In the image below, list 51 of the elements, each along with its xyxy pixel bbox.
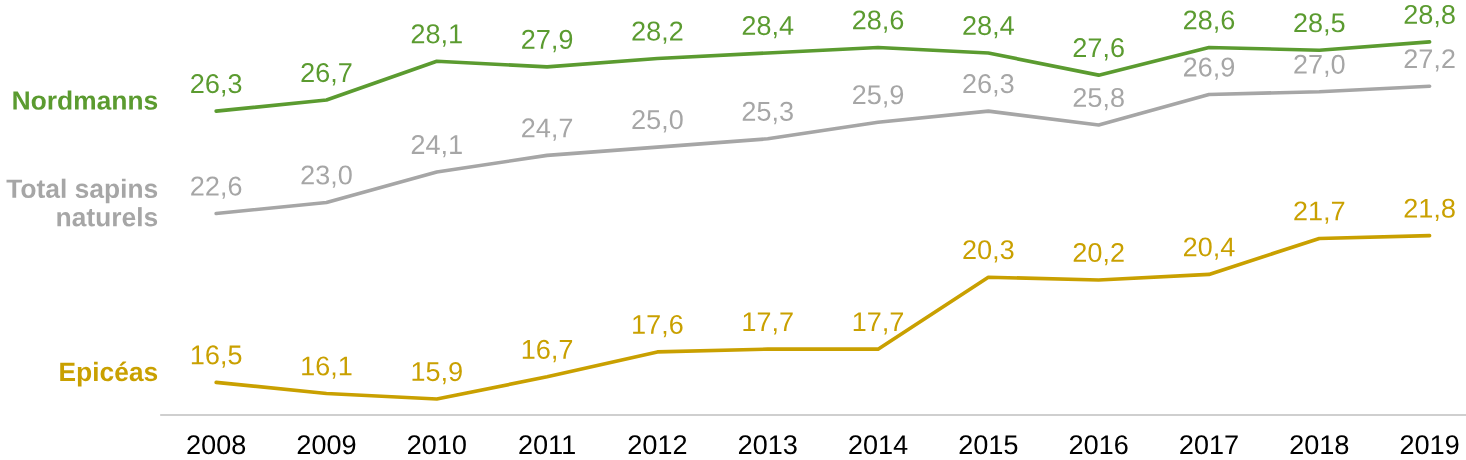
data-label: 28,1 bbox=[411, 24, 462, 47]
data-label: 26,3 bbox=[963, 74, 1014, 97]
x-tick-label: 2013 bbox=[738, 435, 797, 455]
x-tick-label: 2008 bbox=[187, 435, 246, 455]
x-tick-label: 2010 bbox=[408, 435, 466, 455]
x-tick-label: 2012 bbox=[628, 435, 687, 455]
data-label: 27,6 bbox=[1073, 38, 1124, 61]
data-label: 25,0 bbox=[632, 110, 683, 133]
data-label: 17,6 bbox=[633, 314, 683, 338]
x-tick-label: 2014 bbox=[849, 435, 908, 455]
data-label: 20,4 bbox=[1183, 237, 1235, 260]
data-label: 25,3 bbox=[742, 101, 793, 125]
data-label: 17,7 bbox=[853, 312, 904, 335]
data-label: 23,0 bbox=[301, 165, 352, 188]
data-label: 28,8 bbox=[1404, 4, 1455, 28]
data-label: 20,3 bbox=[963, 240, 1014, 263]
x-tick-label: 2017 bbox=[1180, 435, 1238, 455]
data-label: 28,6 bbox=[853, 10, 904, 33]
data-label: 17,7 bbox=[743, 312, 793, 335]
data-label: 27,0 bbox=[1294, 54, 1345, 78]
data-label: 16,5 bbox=[191, 345, 242, 368]
data-label: 22,6 bbox=[191, 176, 242, 199]
data-label: 21,8 bbox=[1404, 198, 1455, 222]
text: Nordmanns bbox=[13, 90, 158, 110]
data-label: 26,9 bbox=[1183, 57, 1235, 80]
data-label: 24,7 bbox=[522, 118, 573, 141]
x-tick-label: 2018 bbox=[1290, 435, 1349, 455]
text: Epicéas bbox=[60, 361, 158, 387]
data-label: 27,9 bbox=[522, 29, 573, 53]
x-tick-label: 2016 bbox=[1069, 435, 1128, 455]
text: Total sapins naturels bbox=[6, 178, 158, 227]
data-label: 25,8 bbox=[1073, 87, 1124, 111]
data-label: 28,4 bbox=[963, 15, 1014, 39]
x-tick-label: 2011 bbox=[519, 435, 575, 455]
data-label: 24,1 bbox=[411, 134, 462, 158]
data-label: 15,9 bbox=[412, 361, 462, 385]
x-tick-label: 2019 bbox=[1400, 435, 1459, 455]
data-label: 28,5 bbox=[1294, 13, 1345, 36]
data-label: 26,3 bbox=[191, 74, 242, 97]
data-label: 26,7 bbox=[301, 63, 352, 86]
data-label: 27,2 bbox=[1404, 49, 1455, 72]
x-tick-label: 2015 bbox=[959, 435, 1018, 455]
data-label: 20,2 bbox=[1073, 242, 1124, 266]
data-label: 16,1 bbox=[302, 356, 352, 379]
data-label: 21,7 bbox=[1294, 201, 1345, 224]
data-label: 28,6 bbox=[1183, 10, 1235, 33]
x-tick-label: 2009 bbox=[297, 435, 356, 455]
data-label: 28,4 bbox=[742, 15, 794, 39]
data-label: 16,7 bbox=[522, 339, 573, 363]
data-label: 28,2 bbox=[632, 21, 683, 44]
data-label: 25,9 bbox=[853, 85, 904, 108]
